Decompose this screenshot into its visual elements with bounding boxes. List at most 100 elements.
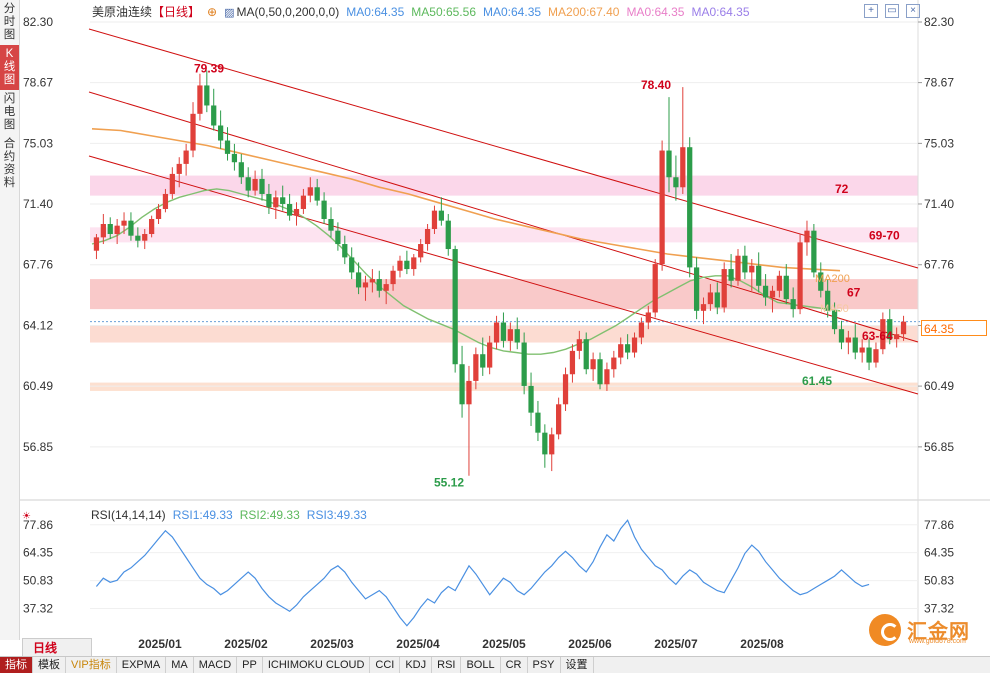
candle-body (666, 150, 672, 178)
tab-timeshare[interactable]: 分时图 (3, 3, 16, 41)
price-tick-left: 75.03 (23, 136, 53, 150)
candle-body (590, 359, 596, 370)
candle-body (831, 310, 838, 330)
rsi-tick-left: 77.86 (23, 518, 53, 532)
ma50-label: MA50 (820, 303, 849, 315)
candle-body (500, 322, 507, 341)
candle-body (217, 125, 224, 141)
candle-body (424, 229, 431, 245)
rsi-header: ☀ RSI(14,14,14) RSI1:49.33 RSI2:49.33 RSI3:4… (22, 508, 381, 522)
candle-body (735, 255, 741, 281)
price-axis: 82.30 82.30 78.67 78.67 75.03 75.03 71.40 71.40… (23, 15, 954, 454)
price-tick-right: 71.40 (924, 197, 954, 211)
candle-body (873, 349, 879, 363)
close-icon[interactable]: × (906, 4, 920, 18)
tab-lightning[interactable]: 闪电图 (3, 93, 16, 131)
candle-body (866, 347, 872, 363)
candle-body (300, 195, 307, 209)
ma200-label: MA200 (815, 273, 850, 285)
toolbar-item-8[interactable]: CCI (370, 657, 401, 673)
rsi-settings-icon[interactable]: ☀ (22, 511, 31, 522)
candle-body (383, 284, 389, 291)
toolbar-item-6[interactable]: PP (237, 657, 263, 673)
indicator-settings-icon[interactable]: ▨ (224, 7, 235, 19)
candle-body (804, 230, 810, 243)
candlestick-series (93, 70, 907, 476)
candle-body (314, 187, 320, 201)
price-tick-left: 71.40 (23, 197, 53, 211)
candle-body (673, 177, 679, 188)
zone-label: 69-70 (869, 229, 900, 243)
candle-body (714, 292, 720, 308)
candle-body (197, 85, 203, 114)
rsi-tick-left: 50.83 (23, 574, 53, 588)
candle-body (142, 234, 148, 241)
brand-logo: 汇金网 www.gold678.com (865, 612, 975, 648)
toolbar-item-3[interactable]: EXPMA (117, 657, 167, 673)
candle-body (838, 329, 845, 343)
candle-body (155, 208, 162, 219)
time-tick: 2025/04 (396, 637, 440, 651)
candle-body (411, 257, 417, 270)
candle-body (645, 312, 651, 323)
candle-body (659, 150, 665, 265)
candle-body (569, 350, 576, 375)
candle-body (280, 197, 286, 204)
zone-label: 63-64 (862, 329, 893, 343)
candle-body (880, 319, 886, 350)
candle-body (328, 218, 334, 231)
candle-body (169, 173, 175, 194)
tab-kline[interactable]: K线图 (0, 45, 19, 90)
candle-body (183, 150, 189, 164)
window-icon[interactable]: ▭ (885, 4, 899, 18)
period-tab[interactable]: 日线 (22, 638, 92, 656)
candle-body (204, 85, 210, 106)
candle-body (259, 178, 265, 194)
toolbar-item-5[interactable]: MACD (194, 657, 238, 673)
tab-contract-info[interactable]: 合约资料 (3, 138, 16, 189)
candle-body (631, 337, 638, 353)
toolbar-item-10[interactable]: RSI (432, 657, 462, 673)
ma-value: MA0:64.35 (626, 5, 685, 19)
rsi-panel: 77.86 77.86 64.35 64.35 50.83 50.83 37.32 37.32 (23, 518, 954, 627)
toolbar-item-13[interactable]: PSY (528, 657, 561, 673)
candle-body (790, 299, 796, 310)
zone-band (90, 382, 918, 391)
toolbar-item-11[interactable]: BOLL (461, 657, 501, 673)
price-tick-left: 82.30 (23, 15, 53, 29)
candle-body (238, 162, 244, 178)
high-label-mid: 78.40 (641, 78, 671, 92)
candle-body (445, 220, 451, 250)
candle-body (721, 269, 727, 308)
candle-body (900, 321, 907, 335)
settings-icon[interactable]: ⊕ (207, 5, 218, 19)
chart-area[interactable]: 79.39 78.40 55.12 61.45 MA200 MA50 72 69-70 67 63… (20, 0, 990, 656)
rsi-value: RSI1:49.33 (172, 508, 233, 522)
candle-body (211, 105, 217, 126)
time-tick: 2025/01 (138, 637, 182, 651)
candle-body (638, 322, 645, 338)
candle-body (107, 224, 113, 235)
rsi-label: RSI(14,14,14) (90, 508, 166, 522)
rsi-line (95, 519, 870, 627)
toolbar-item-9[interactable]: KDJ (400, 657, 433, 673)
toolbar-item-4[interactable]: MA (166, 657, 194, 673)
toolbar-item-1[interactable]: 模板 (33, 657, 66, 673)
price-tick-right: 78.67 (924, 76, 954, 90)
toolbar-item-0[interactable]: 指标 (0, 657, 33, 673)
toolbar-item-12[interactable]: CR (501, 657, 528, 673)
candle-body (618, 344, 624, 358)
candle-body (418, 244, 424, 258)
candle-body (176, 163, 182, 174)
toolbar-item-14[interactable]: 设置 (561, 657, 594, 673)
candle-body (652, 264, 658, 313)
toolbar-item-2[interactable]: VIP指标 (66, 657, 117, 673)
price-tick-left: 78.67 (23, 76, 53, 90)
candle-body (687, 147, 693, 268)
ma-value: MA0:64.35 (346, 5, 405, 19)
candle-body (535, 412, 541, 433)
expand-icon[interactable]: + (864, 4, 878, 18)
toolbar-item-7[interactable]: ICHIMOKU CLOUD (263, 657, 371, 673)
candle-body (245, 177, 251, 191)
time-axis: 2025/01 2025/02 2025/03 2025/04 2025/05 2025/… (138, 637, 784, 651)
